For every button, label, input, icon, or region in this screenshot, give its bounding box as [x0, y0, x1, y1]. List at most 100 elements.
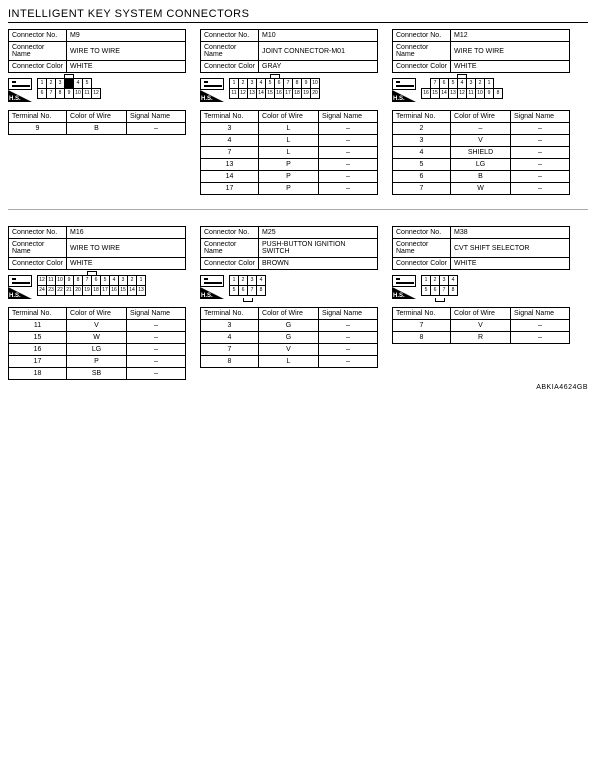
cell-terminal: 5: [393, 159, 451, 171]
pin-table: Terminal No. Color of Wire Signal Name 1…: [8, 307, 186, 380]
connector-pinout: 76543211615141312111098: [420, 77, 504, 102]
connector-block-m9: Connector No.M9 Connector NameWIRE TO WI…: [8, 29, 186, 195]
col-signal: Signal Name: [510, 308, 569, 320]
connector-grid: Connector No.M9 Connector NameWIRE TO WI…: [8, 29, 588, 380]
cell-signal: –: [318, 147, 377, 159]
cell-terminal: 2: [393, 123, 451, 135]
value-connector-color: WHITE: [67, 258, 186, 270]
connector-pinout: 1234567891011121314151617181920: [228, 77, 321, 102]
col-color: Color of Wire: [67, 111, 127, 123]
cell-color: B: [67, 123, 127, 135]
pin-row: 7 V –: [393, 320, 570, 332]
cell-color: P: [259, 159, 319, 171]
value-connector-no: M9: [67, 30, 186, 42]
cell-color: L: [259, 123, 319, 135]
value-connector-name: PUSH-BUTTON IGNITION SWITCH: [259, 239, 378, 258]
cell-terminal: 7: [393, 320, 451, 332]
cell-signal: –: [318, 183, 377, 195]
cell-signal: –: [126, 344, 185, 356]
label-connector-color: Connector Color: [393, 61, 451, 73]
cell-color: G: [259, 320, 319, 332]
cell-terminal: 3: [393, 135, 451, 147]
cell-color: L: [259, 356, 319, 368]
cell-signal: –: [510, 320, 569, 332]
cell-signal: –: [126, 368, 185, 380]
cell-signal: –: [510, 332, 569, 344]
cell-terminal: 11: [9, 320, 67, 332]
pin-row: 9 B –: [9, 123, 186, 135]
label-connector-no: Connector No.: [201, 227, 259, 239]
cell-terminal: 4: [393, 147, 451, 159]
cell-terminal: 6: [393, 171, 451, 183]
label-connector-name: Connector Name: [393, 42, 451, 61]
col-signal: Signal Name: [126, 111, 185, 123]
pin-row: 4 G –: [201, 332, 378, 344]
pin-row: 2 – –: [393, 123, 570, 135]
pin-row: 4 SHIELD –: [393, 147, 570, 159]
cell-color: W: [67, 332, 127, 344]
cell-signal: –: [126, 123, 185, 135]
label-connector-name: Connector Name: [9, 42, 67, 61]
pin-row: 3 G –: [201, 320, 378, 332]
page-title: INTELLIGENT KEY SYSTEM CONNECTORS: [8, 8, 588, 23]
cell-terminal: 8: [393, 332, 451, 344]
col-signal: Signal Name: [318, 111, 377, 123]
col-signal: Signal Name: [510, 111, 569, 123]
pin-table: Terminal No. Color of Wire Signal Name 3…: [200, 307, 378, 368]
cell-terminal: 14: [201, 171, 259, 183]
cell-color: SB: [67, 368, 127, 380]
connector-info: Connector No.M9 Connector NameWIRE TO WI…: [8, 29, 186, 73]
hs-icon: H.S.: [200, 78, 224, 102]
pin-row: 18 SB –: [9, 368, 186, 380]
cell-signal: –: [510, 183, 569, 195]
connector-block-m16: Connector No.M16 Connector NameWIRE TO W…: [8, 226, 186, 380]
cell-color: W: [451, 183, 511, 195]
cell-signal: –: [318, 356, 377, 368]
pin-table: Terminal No. Color of Wire Signal Name 9…: [8, 110, 186, 135]
cell-signal: –: [510, 123, 569, 135]
value-connector-name: WIRE TO WIRE: [451, 42, 570, 61]
cell-color: R: [451, 332, 511, 344]
cell-signal: –: [318, 344, 377, 356]
cell-terminal: 17: [9, 356, 67, 368]
label-connector-no: Connector No.: [9, 227, 67, 239]
cell-terminal: 9: [9, 123, 67, 135]
hs-icon: H.S.: [392, 78, 416, 102]
col-signal: Signal Name: [126, 308, 185, 320]
value-connector-no: M25: [259, 227, 378, 239]
pin-row: 8 L –: [201, 356, 378, 368]
cell-terminal: 3: [201, 320, 259, 332]
cell-color: P: [259, 171, 319, 183]
pin-table: Terminal No. Color of Wire Signal Name 3…: [200, 110, 378, 195]
pin-row: 5 LG –: [393, 159, 570, 171]
cell-signal: –: [126, 332, 185, 344]
connector-block-m10: Connector No.M10 Connector NameJOINT CON…: [200, 29, 378, 195]
label-connector-no: Connector No.: [393, 30, 451, 42]
value-connector-color: BROWN: [259, 258, 378, 270]
hs-icon: H.S.: [8, 78, 32, 102]
cell-signal: –: [318, 332, 377, 344]
label-connector-name: Connector Name: [201, 239, 259, 258]
cell-signal: –: [126, 320, 185, 332]
col-terminal: Terminal No.: [9, 308, 67, 320]
value-connector-name: JOINT CONNECTOR-M01: [259, 42, 378, 61]
cell-terminal: 17: [201, 183, 259, 195]
label-connector-color: Connector Color: [393, 258, 451, 270]
cell-signal: –: [510, 135, 569, 147]
col-color: Color of Wire: [67, 308, 127, 320]
hs-icon: H.S.: [8, 275, 32, 299]
value-connector-no: M12: [451, 30, 570, 42]
pin-row: 7 V –: [201, 344, 378, 356]
col-color: Color of Wire: [259, 111, 319, 123]
connector-pinout: 12345678: [420, 274, 459, 299]
connector-block-m25: Connector No.M25 Connector NamePUSH-BUTT…: [200, 226, 378, 380]
pin-row: 6 B –: [393, 171, 570, 183]
cell-terminal: 7: [393, 183, 451, 195]
col-terminal: Terminal No.: [9, 111, 67, 123]
pin-row: 7 W –: [393, 183, 570, 195]
pin-table: Terminal No. Color of Wire Signal Name 7…: [392, 307, 570, 344]
cell-terminal: 4: [201, 332, 259, 344]
value-connector-color: WHITE: [67, 61, 186, 73]
label-connector-no: Connector No.: [393, 227, 451, 239]
cell-terminal: 15: [9, 332, 67, 344]
